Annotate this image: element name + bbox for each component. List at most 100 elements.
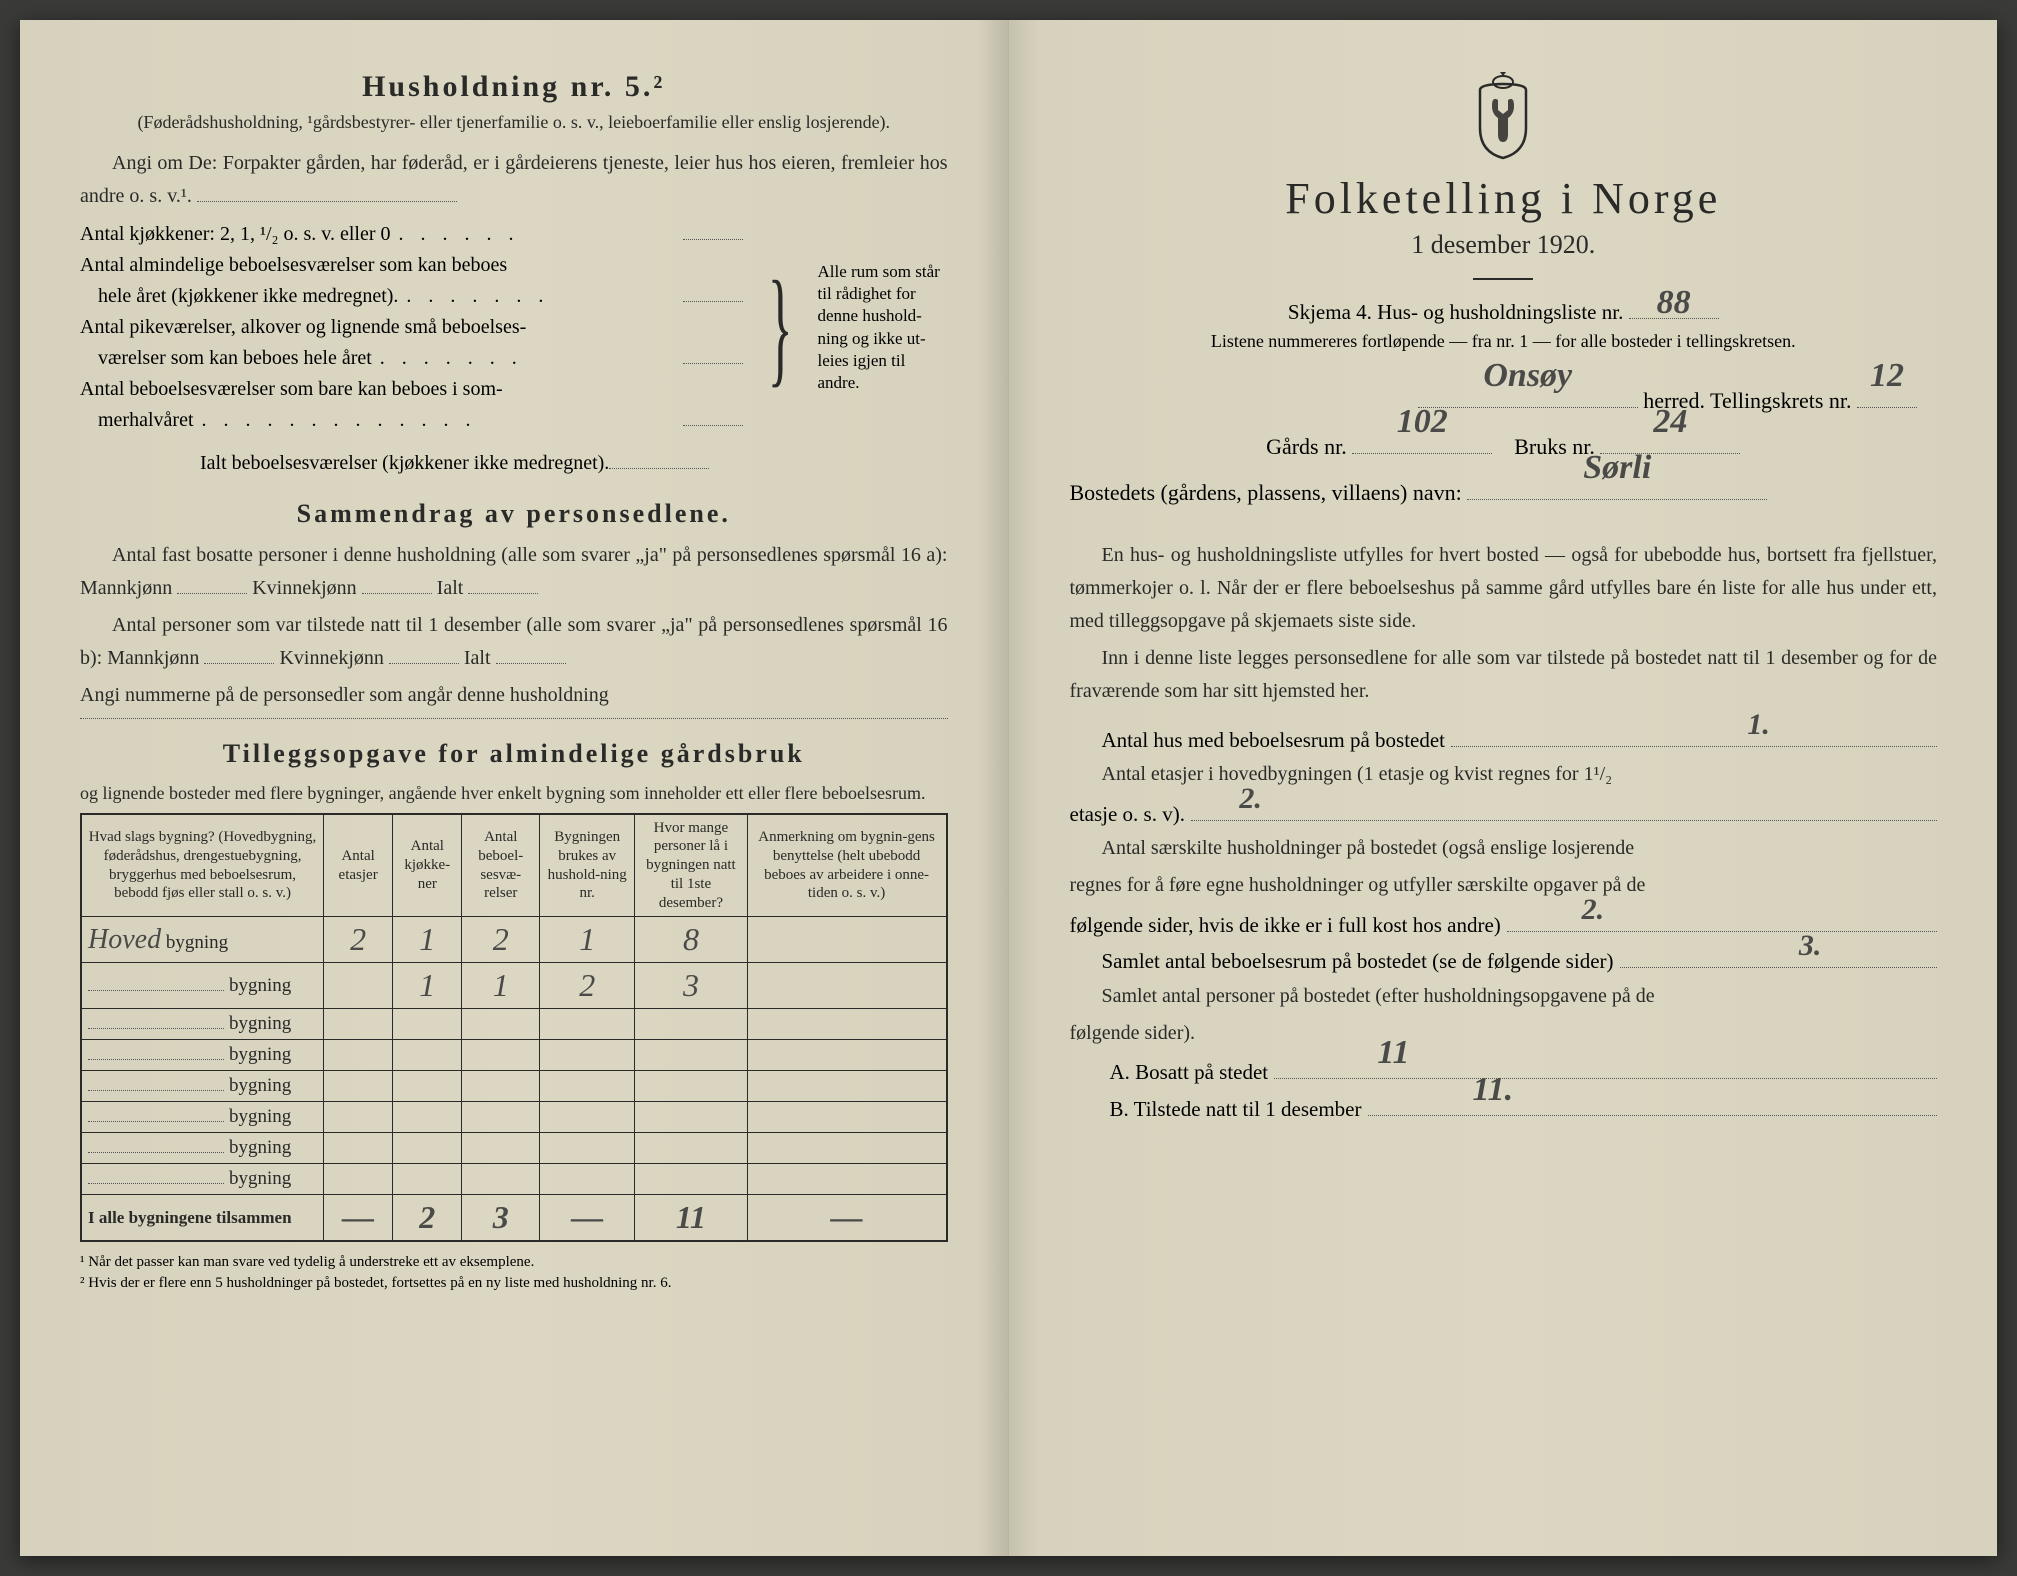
table-cell	[747, 917, 946, 963]
table-cell	[635, 1009, 747, 1040]
col-building-type: Hvad slags bygning? (Hovedbygning, føder…	[82, 814, 324, 917]
household-title: Husholdning nr. 5.²	[80, 70, 948, 104]
table-cell	[540, 1071, 635, 1102]
table-cell	[393, 1133, 462, 1164]
table-cell: 1	[393, 963, 462, 1009]
table-cell: 1	[540, 917, 635, 963]
fold-shadow	[978, 20, 1008, 1556]
table-cell	[747, 1071, 946, 1102]
table-total-row: I alle bygningene tilsammen — 2 3 — 11 —	[82, 1195, 947, 1241]
female-fill-2	[389, 663, 459, 664]
table-cell	[324, 1040, 393, 1071]
table-cell	[747, 1164, 946, 1195]
col-household-nr: Bygningen brukes av hushold-ning nr.	[540, 814, 635, 917]
q5-line-a: Samlet antal personer på bostedet (efter…	[1070, 980, 1938, 1013]
row-building-label: bygning	[82, 1071, 324, 1102]
qa-line-a: A. Bosatt på stedet 11	[1110, 1054, 1938, 1091]
q1-value: 1.	[1715, 699, 1770, 750]
instructions-para-2: Inn i denne liste legges personsedlene f…	[1070, 642, 1938, 708]
brace-symbol: }	[765, 219, 795, 436]
supplement-subtitle: og lignende bosteder med flere bygninger…	[80, 779, 948, 809]
gards-value: 102	[1397, 386, 1448, 457]
kitchen-label: Antal kjøkkener: 2, 1, ¹/₂ o. s. v. elle…	[80, 219, 391, 250]
total-cell: 2	[393, 1195, 462, 1241]
total-cell: 3	[462, 1195, 540, 1241]
q3-label-c: følgende sider, hvis de ikke er i full k…	[1070, 908, 1501, 944]
male-fill-2	[204, 663, 274, 664]
total-cell: —	[540, 1195, 635, 1241]
herred-value: Onsøy	[1483, 340, 1572, 411]
footnote-2: ² Hvis der er flere enn 5 husholdninger …	[80, 1273, 948, 1294]
table-cell	[393, 1071, 462, 1102]
q2-label-a: Antal etasjer i hovedbygningen (1 etasje…	[1102, 763, 1613, 785]
tellingskrets-fill: 12	[1857, 407, 1917, 408]
schema-label: Skjema 4. Hus- og husholdningsliste nr.	[1288, 300, 1623, 324]
col-rooms: Antal beboel-sesvæ-relser	[462, 814, 540, 917]
building-table: Hvad slags bygning? (Hovedbygning, føder…	[81, 814, 947, 1242]
ab-block: A. Bosatt på stedet 11 B. Tilstede natt …	[1110, 1054, 1938, 1128]
q3-value: 2.	[1582, 884, 1605, 935]
summary-section-title: Sammendrag av personsedlene.	[80, 499, 948, 529]
qa-b-fill: 11.	[1368, 1091, 1938, 1116]
col-floors: Antal etasjer	[324, 814, 393, 917]
q2-label-b: etasje o. s. v).	[1070, 797, 1185, 833]
qa-a-label: A. Bosatt på stedet	[1110, 1055, 1269, 1091]
maid-rooms-label-2: værelser som kan beboes hele året	[80, 343, 372, 374]
q3-line-b: regnes for å føre egne husholdninger og …	[1070, 869, 1938, 902]
fold-shadow	[1010, 20, 1040, 1556]
table-cell	[462, 1164, 540, 1195]
q2-line: Antal etasjer i hovedbygningen (1 etasje…	[1070, 758, 1938, 791]
table-cell	[635, 1133, 747, 1164]
table-cell	[324, 1071, 393, 1102]
angi-text: Angi om De: Forpakter gården, har føderå…	[80, 152, 948, 207]
row-building-label: bygning	[82, 963, 324, 1009]
bostedets-label: Bostedets (gårdens, plassens, villaens) …	[1070, 480, 1462, 505]
maid-rooms-label-1: Antal pikeværelser, alkover og lignende …	[80, 312, 526, 343]
table-cell	[324, 1164, 393, 1195]
building-table-wrap: Hvad slags bygning? (Hovedbygning, føder…	[80, 813, 948, 1243]
table-cell: 3	[635, 963, 747, 1009]
table-row: bygning	[82, 1071, 947, 1102]
row-building-label: bygning	[82, 1133, 324, 1164]
census-date: 1 desember 1920.	[1070, 230, 1938, 260]
table-row: bygning	[82, 1164, 947, 1195]
q1-fill: 1.	[1451, 722, 1937, 747]
table-cell	[540, 1164, 635, 1195]
table-row: Hoved bygning21218	[82, 917, 947, 963]
table-cell	[324, 1102, 393, 1133]
female-fill-1	[362, 593, 432, 594]
table-cell	[747, 1040, 946, 1071]
maid-rooms-line: Antal pikeværelser, alkover og lignende …	[80, 312, 743, 343]
q3-line-a: Antal særskilte husholdninger på bostede…	[1070, 832, 1938, 865]
gards-label: Gårds nr.	[1266, 434, 1347, 459]
q4-label: Samlet antal beboelsesrum på bostedet (s…	[1070, 944, 1614, 980]
table-cell	[324, 1133, 393, 1164]
total-cell: —	[324, 1195, 393, 1241]
summary-para-1: Antal fast bosatte personer i denne hush…	[80, 539, 948, 605]
q2-line-b: etasje o. s. v). 2.	[1070, 795, 1938, 832]
table-cell	[635, 1040, 747, 1071]
col-persons: Hvor mange personer lå i bygningen natt …	[635, 814, 747, 917]
gards-line: Gårds nr. 102 Bruks nr. 24	[1070, 424, 1938, 470]
angi-fill	[197, 201, 457, 202]
col-kitchens: Antal kjøkke-ner	[393, 814, 462, 917]
q4-value: 3.	[1767, 920, 1822, 971]
herred-line: Onsøy herred. Tellingskrets nr. 12	[1070, 378, 1938, 424]
total-fill-2	[496, 663, 566, 664]
table-cell: 8	[635, 917, 747, 963]
total-cell: —	[747, 1195, 946, 1241]
table-cell	[393, 1009, 462, 1040]
row-building-label: bygning	[82, 1040, 324, 1071]
summer-rooms-label-2: merhalvåret	[80, 405, 194, 436]
footnote-1: ¹ Når det passer kan man svare ved tydel…	[80, 1252, 948, 1273]
table-cell	[635, 1102, 747, 1133]
q3-fill: 2.	[1507, 906, 1937, 931]
table-cell	[540, 1133, 635, 1164]
table-row: bygning	[82, 1040, 947, 1071]
total-cell: 11	[635, 1195, 747, 1241]
total-fill-1	[468, 593, 538, 594]
ordinary-rooms-line: Antal almindelige beboelsesværelser som …	[80, 250, 743, 281]
coat-of-arms-icon	[1070, 70, 1938, 165]
left-page: Husholdning nr. 5.² (Føderådshusholdning…	[20, 20, 1009, 1556]
herred-fill: Onsøy	[1418, 407, 1638, 408]
